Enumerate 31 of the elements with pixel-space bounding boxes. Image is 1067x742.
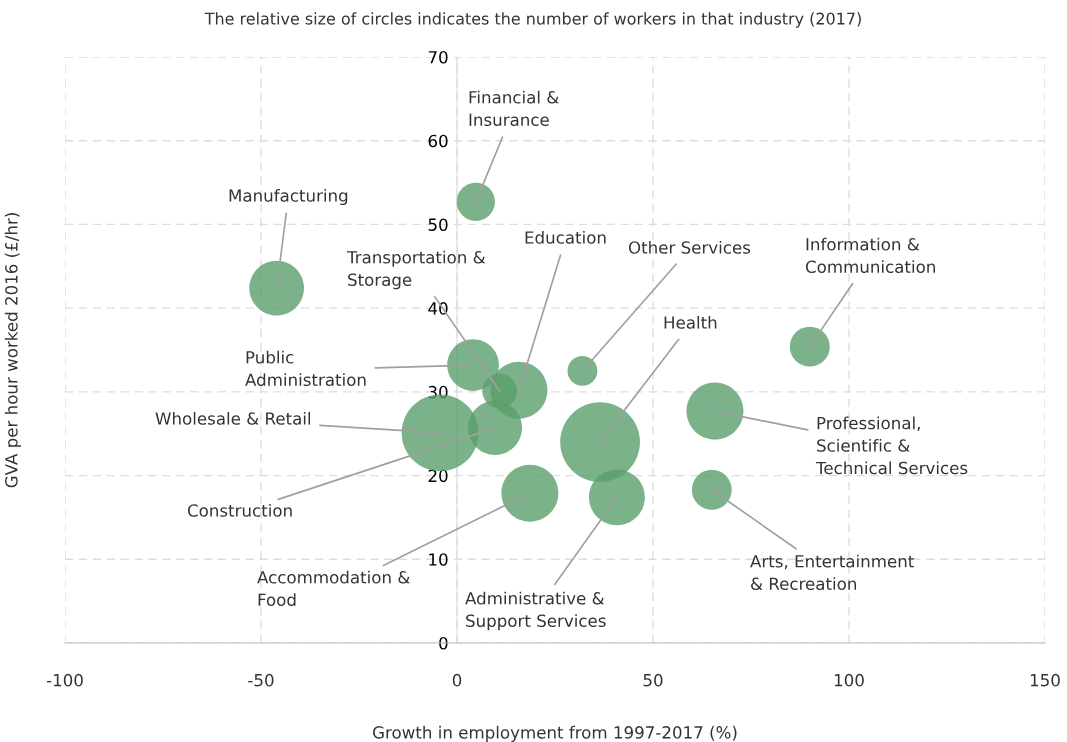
annotation: Professional, Scientific & Technical Services <box>815 416 968 475</box>
annotation: Accommodation & Food <box>257 570 410 607</box>
annotation: Manufacturing <box>229 188 348 206</box>
y-tick-label: 20 <box>428 469 448 483</box>
y-tick-label: 50 <box>428 218 448 231</box>
y-tick-label: 40 <box>428 302 448 315</box>
x-tick-label: 150 <box>1030 673 1060 687</box>
x-tick-label: -50 <box>248 673 274 687</box>
annotation: Health <box>664 315 717 329</box>
annotation: Transportation & Storage <box>346 250 486 290</box>
annotation: Education <box>525 230 606 244</box>
x-axis-title: Growth in employment from 1997-2017 (%) <box>373 725 737 742</box>
annotation: Administrative & Support Services <box>465 591 606 631</box>
x-tick-label: 0 <box>452 673 462 687</box>
x-tick-label: 50 <box>643 673 663 687</box>
y-tick-label: 60 <box>428 134 448 148</box>
annotation: Wholesale & Retail <box>155 411 311 425</box>
y-tick-label: 10 <box>429 553 448 566</box>
y-tick-label: 30 <box>428 385 448 399</box>
annotation: Arts, Entertainment & Recreation <box>750 554 914 591</box>
x-tick-label: -100 <box>46 673 83 687</box>
y-tick-label: 0 <box>439 636 448 650</box>
annotation: Financial & Insurance <box>469 90 559 127</box>
chart-title: The relative size of circles indicates the number of workers in that industry (2017) <box>204 12 861 28</box>
annotation: Public Administration <box>245 350 366 387</box>
x-tick-label: 100 <box>834 673 864 687</box>
annotation: Other Services <box>628 240 751 254</box>
annotation: Construction <box>187 503 292 517</box>
y-axis-title: GVA per hour worked 2016 (£/hr) <box>4 213 21 488</box>
y-tick-label: 70 <box>428 50 448 64</box>
annotation: Information & Communication <box>805 237 935 274</box>
